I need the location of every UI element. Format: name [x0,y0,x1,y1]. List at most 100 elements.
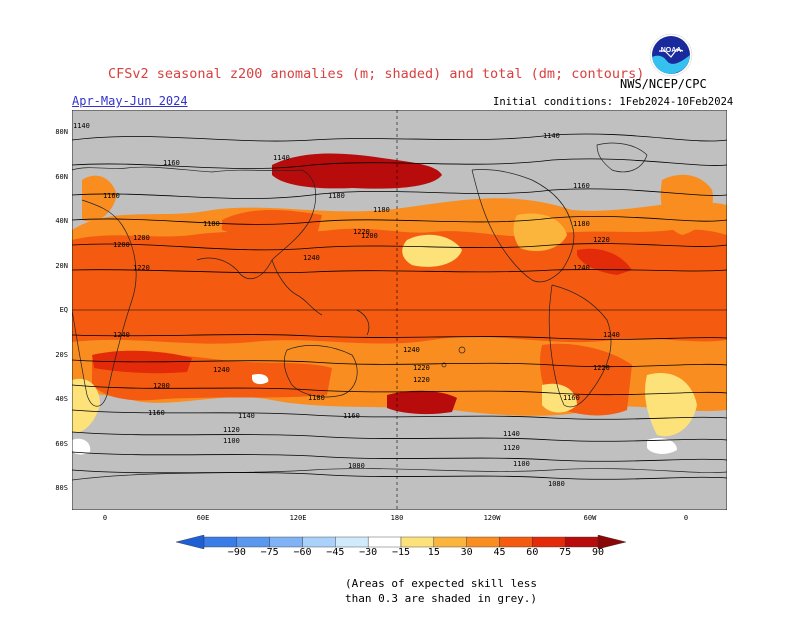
colorbar-tick-label: 90 [591,547,605,558]
anomaly-map: 1140 1140 1140 1160 1160 1160 1180 1180 1180 1180… [72,110,727,510]
colorbar [176,535,626,549]
contour-value-label: 1140 [503,430,520,438]
contour-value-label: 1180 [308,394,325,402]
latitude-label: 40N [55,217,68,225]
noaa-logo-icon: NOAA [649,33,693,77]
contour-value-label: 1220 [593,364,610,372]
longitude-label: 120E [289,514,307,522]
colorbar-cell [564,536,599,548]
contour-value-label: 1240 [603,331,620,339]
contour-value-label: 1160 [343,412,360,420]
contour-value-label: 1080 [348,462,365,470]
contour-value-label: 1120 [503,444,520,452]
svg-text:NOAA: NOAA [661,47,682,54]
contour-value-label: 1240 [303,254,320,262]
anomaly-90-spacific [387,390,457,415]
contour-value-label: 1160 [563,394,580,402]
contour-value-label: 1100 [223,437,240,445]
contour-value-label: 1220 [353,228,370,236]
anomaly-75-north [222,210,322,238]
colorbar-tick-label: −75 [260,547,279,558]
contour-value-label: 1200 [113,241,130,249]
latitude-label: 80N [55,128,68,136]
colorbar-cell [532,536,566,548]
colorbar-tick-label: −30 [359,547,378,558]
colorbar-cell [597,535,626,549]
colorbar-tick-label: −45 [326,547,345,558]
contour-value-label: 1240 [113,331,130,339]
contour-value-label: 1180 [328,192,345,200]
anomaly-90-caribbean [577,248,632,275]
latitude-label: 60S [55,439,68,448]
colorbar-cell [203,536,238,548]
contour-value-label: 1140 [73,122,90,130]
height-contours [72,133,727,480]
chart-title: CFSv2 seasonal z200 anomalies (m; shaded… [108,66,645,82]
contour-value-label: 1140 [238,412,255,420]
longitude-label: 0 [102,514,108,522]
contour-value-label: 1180 [203,220,220,228]
contour-value-label: 1160 [103,192,120,200]
longitude-label: 180 [390,514,404,522]
anomaly-30-sw [72,378,100,433]
contour-value-label: 1240 [403,346,420,354]
skill-note-line2: than 0.3 are shaded in grey.) [345,592,538,605]
longitude-label: 60E [196,514,210,522]
coastlines [72,142,727,481]
contour-value-label: 1120 [223,426,240,434]
contour-labels: 1140 1140 1140 1160 1160 1160 1180 1180 1180 1180… [73,122,620,488]
colorbar-cell [269,536,303,548]
colorbar-cell [433,536,467,548]
contour-value-label: 1080 [548,480,565,488]
anomaly-75-region [72,228,727,344]
contour-value-label: 1180 [373,206,390,214]
latitude-label: 20S [55,350,68,359]
near-zero-patch-3 [252,373,269,385]
colorbar-cell [335,536,369,548]
colorbar-cell [466,536,500,548]
colorbar-cell [400,536,435,548]
colorbar-tick-label: 75 [559,547,572,558]
contour-value-label: 1200 [361,232,378,240]
anomaly-30-atlantic [513,213,567,252]
colorbar-tick-label: 30 [460,547,473,558]
latitude-label: 40S [55,395,68,403]
contour-value-label: 1100 [513,460,530,468]
contour-value-label: 1220 [133,264,150,272]
latitude-label: 20N [55,261,68,270]
colorbar-tick-label: −90 [227,547,246,558]
contour-value-label: 1200 [153,382,170,390]
near-zero-patch [647,438,677,454]
anomaly-60-europe [82,175,117,222]
colorbar-tick-label: 45 [493,547,506,558]
contour-value-label: 1140 [543,132,560,140]
colorbar-cell [236,536,270,548]
contour-value-label: 1240 [573,264,590,272]
longitude-label: 0 [683,514,689,522]
contour-value-label: 1220 [413,376,430,384]
colorbar-cell [367,536,402,548]
latitude-label: 80S [55,484,68,492]
anomaly-30-pacific [402,234,462,267]
colorbar-tick-label: 60 [526,547,539,558]
agency-label: NWS/NCEP/CPC [620,77,707,91]
contour-value-label: 1160 [163,159,180,167]
colorbar-cell [302,536,336,548]
anomaly-90-arctic [272,153,442,189]
initial-conditions: Initial conditions: 1Feb2024-10Feb2024 [493,96,734,108]
forecast-period: Apr-May-Jun 2024 [72,94,188,108]
colorbar-tick-label: 15 [427,547,440,558]
longitude-label: 60W [583,514,597,522]
longitude-label: 120W [483,514,501,522]
contour-value-label: 1140 [273,154,290,162]
latitude-label: 60N [55,172,68,181]
contour-value-label: 1200 [133,234,150,242]
colorbar-cell [499,536,533,548]
contour-value-label: 1160 [148,409,165,417]
colorbar-cell [176,535,205,549]
skill-note: (Areas of expected skill less than 0.3 a… [345,576,537,606]
near-zero-patch-2 [72,438,91,455]
skill-note-line1: (Areas of expected skill less [345,577,538,590]
colorbar-tick-label: −15 [391,547,411,558]
anomaly-30-safrica [645,373,697,437]
